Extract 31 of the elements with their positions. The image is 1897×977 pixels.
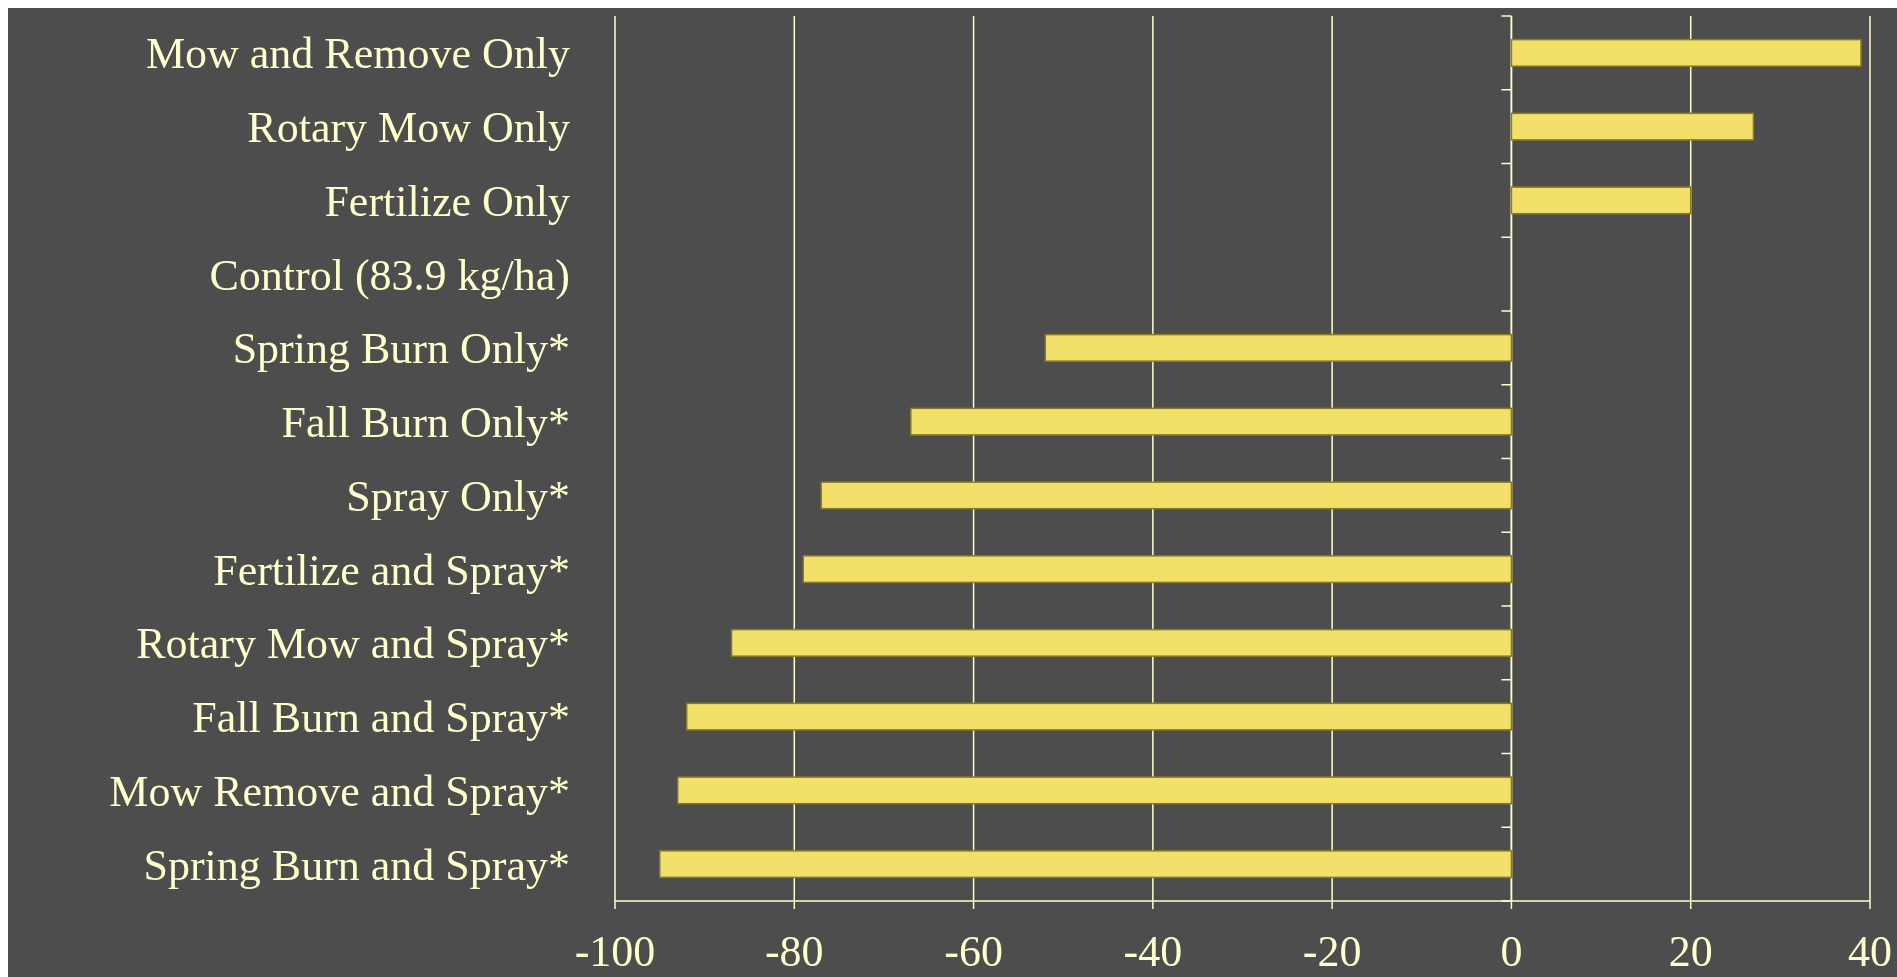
bar: [677, 776, 1513, 805]
y-tick-label: Control (83.9 kg/ha): [209, 250, 570, 300]
bar: [1510, 38, 1862, 67]
y-tick-label: Rotary Mow Only: [247, 103, 570, 153]
bar: [802, 555, 1513, 584]
y-tick-label: Fertilize and Spray*: [213, 545, 570, 595]
x-tick-label: 40: [1848, 927, 1892, 976]
y-tick-label: Fall Burn and Spray*: [192, 693, 570, 743]
x-tick-label: -40: [1123, 927, 1183, 976]
x-tick-label: 0: [1500, 927, 1523, 976]
bar: [910, 407, 1513, 436]
y-tick-label: Fertilize Only: [324, 176, 570, 226]
y-tick-label: Spring Burn Only*: [232, 324, 570, 374]
x-tick-label: -100: [574, 927, 656, 976]
bar: [820, 481, 1513, 510]
y-tick-label: Fall Burn Only*: [281, 398, 570, 448]
y-tick-label: Spray Only*: [346, 471, 570, 521]
bar: [685, 702, 1513, 731]
x-tick-label: -80: [764, 927, 824, 976]
x-tick-label: 20: [1668, 927, 1713, 976]
bar: [1044, 333, 1513, 362]
y-tick-label: Mow Remove and Spray*: [109, 766, 570, 816]
x-tick-label: -60: [944, 927, 1003, 976]
bar: [1510, 186, 1692, 215]
y-tick-label: Rotary Mow and Spray*: [136, 619, 570, 669]
x-tick-label: -20: [1302, 927, 1362, 976]
bar: [730, 628, 1513, 657]
bar: [1510, 112, 1755, 141]
y-tick-label: Mow and Remove Only: [145, 29, 570, 79]
bar: [659, 850, 1513, 879]
y-tick-label: Spring Burn and Spray*: [143, 840, 570, 890]
